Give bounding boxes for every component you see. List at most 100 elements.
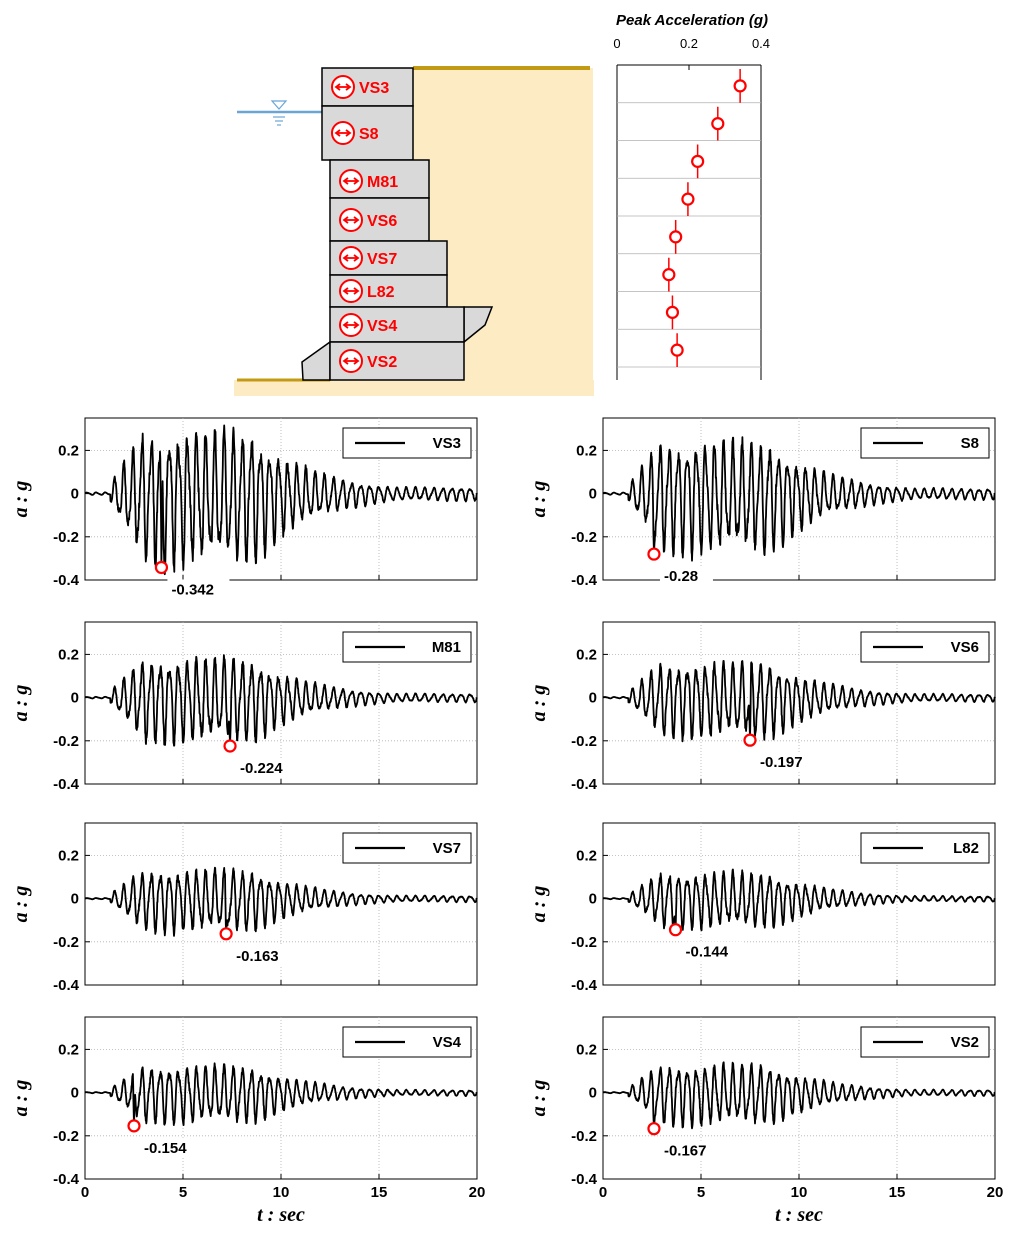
legend-entry: VS4 [433, 1034, 462, 1051]
peak-label-bg [236, 757, 299, 778]
peak-marker [668, 923, 683, 937]
y-axis-label: a : g [10, 886, 32, 923]
x-tick-label: 5 [179, 1184, 187, 1201]
y-tick-label: -0.2 [53, 529, 79, 546]
legend-entry: VS7 [433, 840, 461, 857]
peak-marker [219, 927, 233, 941]
legend-entry: VS2 [951, 1034, 979, 1051]
legend-box [342, 427, 472, 459]
arrow-left-icon [342, 177, 349, 185]
acceleration-trace [84, 424, 478, 576]
y-tick-label: 0 [589, 486, 597, 503]
peak-label-bg [756, 752, 818, 773]
peak-point [670, 343, 684, 357]
x-tick-label: 5 [697, 1184, 705, 1201]
peak-label-bg [659, 566, 713, 587]
y-tick-label: -0.4 [53, 572, 80, 589]
peak-label-bg [140, 1137, 202, 1158]
time-history-panel: 0.20-0.2-0.40 5 10 15 20a : gt : sec-0.154VS… [10, 1016, 486, 1226]
acceleration-trace [84, 1062, 478, 1127]
peak-value-label: -0.224 [240, 760, 283, 777]
peak-value-label: -0.197 [760, 754, 803, 771]
peak-point [691, 154, 705, 168]
legend-entry: VS6 [951, 639, 979, 656]
sensor-label: VS4 [367, 318, 397, 335]
y-tick-label: -0.2 [53, 733, 79, 750]
y-tick-label: 0.2 [58, 1041, 79, 1058]
x-tick-label: 10 [273, 1184, 290, 1201]
arrow-right-icon [345, 129, 352, 137]
sensor-label: VS3 [359, 80, 389, 97]
y-tick-label: 0 [589, 1085, 597, 1102]
peak-marker [743, 733, 757, 747]
y-tick-label: -0.4 [571, 572, 598, 589]
arrow-right-icon [353, 254, 360, 262]
y-tick-label: -0.4 [53, 1171, 80, 1188]
water-level-icon [270, 100, 288, 110]
x-tick-label: 10 [791, 1184, 808, 1201]
acceleration-trace [84, 866, 478, 937]
y-tick-label: 0 [71, 486, 79, 503]
arrow-left-icon [334, 129, 341, 137]
peak-value-label: -0.154 [144, 1140, 187, 1157]
peak-label-bg [659, 1140, 722, 1161]
peak-value-label: -0.144 [686, 944, 729, 961]
arrow-right-icon [345, 83, 352, 91]
acceleration-trace [602, 436, 996, 562]
sensor-label: L82 [367, 284, 395, 301]
x-tick-label: 20 [469, 1184, 486, 1201]
time-history-panel: 0.20-0.2-0.40 5 10 15 20a : gt : sec-0.167VS… [528, 1016, 1003, 1226]
y-tick-label: -0.4 [571, 1171, 598, 1188]
y-tick-label: 0.2 [58, 442, 79, 459]
sensor-marker: M81 [339, 169, 398, 193]
peak-label-bg [232, 945, 295, 966]
toe-wedge [301, 340, 331, 381]
peak-value-label: -0.28 [664, 568, 698, 585]
peak-marker [127, 1119, 141, 1133]
acceleration-trace [602, 1061, 996, 1130]
sensor-marker: VS2 [339, 349, 397, 373]
time-history-panel: 0.2 0 -0.2 -0.4 a : g -0.28 S8 [528, 417, 996, 589]
time-history-panel: 0.2 0 -0.2 -0.4 a : g -0.224 M81 [10, 621, 478, 793]
sensor-label: VS7 [367, 251, 397, 268]
arrow-left-icon [342, 287, 349, 295]
x-tick-label: 0 [81, 1184, 89, 1201]
y-axis-label: a : g [10, 685, 32, 722]
legend-entry: M81 [432, 639, 461, 656]
sensor-label: VS6 [367, 213, 397, 230]
arrow-right-icon [353, 177, 360, 185]
arrow-right-icon [353, 216, 360, 224]
y-axis-label: a : g [528, 685, 550, 722]
y-tick-label: -0.4 [571, 977, 598, 994]
y-tick-label: 0 [589, 690, 597, 707]
peak-point [669, 230, 683, 244]
y-tick-label: -0.2 [53, 934, 79, 951]
arrow-right-icon [353, 357, 360, 365]
y-tick-label: -0.2 [571, 1128, 597, 1145]
foundation-strip [234, 380, 594, 396]
y-axis-label: a : g [528, 481, 550, 518]
peak-point [733, 79, 747, 93]
peak-label-bg [681, 941, 744, 962]
arrow-left-icon [342, 357, 349, 365]
sensor-marker: VS6 [339, 208, 397, 232]
peak-x-tick: 0.2 [680, 36, 698, 51]
y-tick-label: 0.2 [58, 847, 79, 864]
acceleration-trace [602, 868, 996, 932]
peak-acceleration-chart: Peak Acceleration (g) 0 0.2 0.4 [613, 12, 770, 380]
peak-marker [647, 547, 661, 561]
sensor-label: VS2 [367, 354, 397, 371]
y-axis-label: a : g [528, 886, 550, 923]
y-tick-label: -0.4 [53, 776, 80, 793]
arrow-right-icon [353, 287, 360, 295]
peak-marker [154, 560, 169, 575]
y-tick-label: 0.2 [576, 442, 597, 459]
acceleration-trace [602, 660, 996, 743]
y-tick-label: 0.2 [576, 847, 597, 864]
peak-x-tick: 0.4 [752, 36, 770, 51]
sensor-label: M81 [367, 174, 398, 191]
y-tick-label: -0.2 [571, 934, 597, 951]
sensor-marker: S8 [331, 121, 379, 145]
peak-value-label: -0.163 [236, 948, 279, 965]
